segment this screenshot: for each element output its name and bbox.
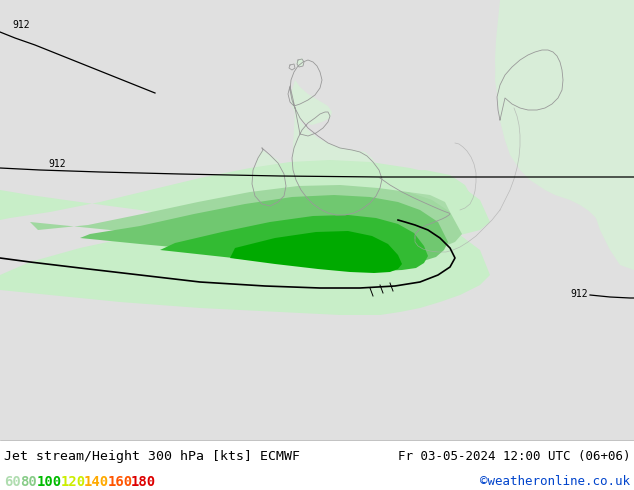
Polygon shape [290,80,332,125]
Text: 912: 912 [571,289,588,299]
Text: 912: 912 [48,159,66,169]
Text: ©weatheronline.co.uk: ©weatheronline.co.uk [480,475,630,488]
Polygon shape [230,231,402,273]
Text: 60: 60 [4,475,21,489]
Polygon shape [160,215,428,271]
Bar [0,440,634,490]
Text: 160: 160 [108,475,133,489]
Text: 180: 180 [131,475,157,489]
Text: 912: 912 [12,20,30,30]
Polygon shape [495,0,634,270]
Polygon shape [0,215,490,315]
Bar [0,0,634,440]
Polygon shape [30,185,462,253]
Polygon shape [292,110,382,214]
Polygon shape [387,192,450,218]
Polygon shape [255,150,286,198]
Text: 100: 100 [37,475,62,489]
Polygon shape [420,0,634,440]
Polygon shape [296,58,304,66]
Polygon shape [0,160,490,240]
Polygon shape [80,195,448,264]
Text: 140: 140 [84,475,109,489]
Text: Fr 03-05-2024 12:00 UTC (06+06): Fr 03-05-2024 12:00 UTC (06+06) [398,450,630,463]
Polygon shape [378,170,470,200]
Polygon shape [530,0,634,190]
Text: 120: 120 [60,475,86,489]
Text: 80: 80 [20,475,37,489]
Text: Jet stream/Height 300 hPa [kts] ECMWF: Jet stream/Height 300 hPa [kts] ECMWF [4,450,300,463]
